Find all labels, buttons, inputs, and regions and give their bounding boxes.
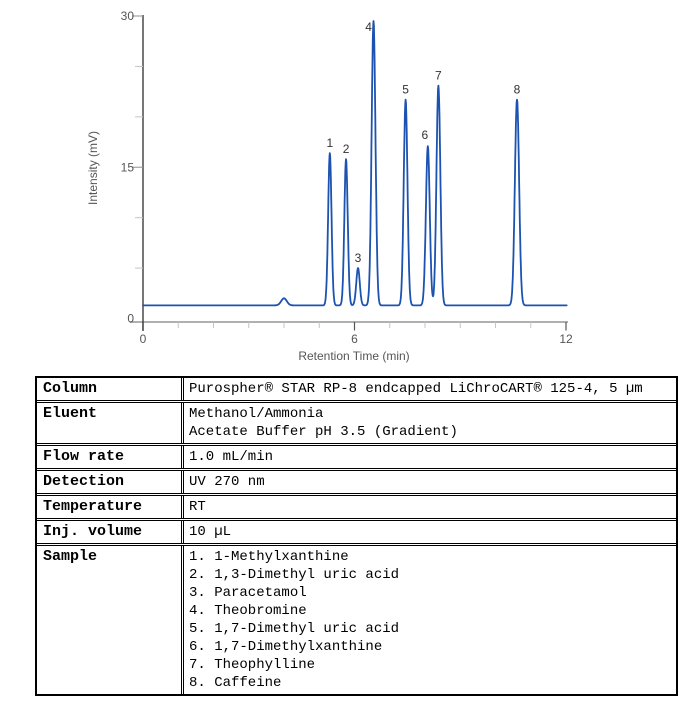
table-row: Detection UV 270 nm — [37, 471, 676, 496]
value-line: 3. Paracetamol — [189, 585, 307, 601]
row-label: Temperature — [43, 498, 143, 515]
row-label: Inj. volume — [43, 523, 143, 540]
table-row: Inj. volume 10 µL — [37, 521, 676, 546]
value-line: 4. Theobromine — [189, 603, 307, 619]
row-value: Purospher® STAR RP-8 endcapped LiChroCAR… — [181, 378, 676, 400]
row-value: Methanol/Ammonia Acetate Buffer pH 3.5 (G… — [181, 403, 676, 443]
peak-label-6: 6 — [421, 128, 428, 142]
row-value: RT — [181, 496, 676, 518]
value-line: RT — [189, 499, 206, 515]
row-label: Eluent — [43, 405, 98, 422]
peak-label-7: 7 — [435, 69, 442, 83]
row-label: Flow rate — [43, 448, 125, 465]
peak-label-5: 5 — [402, 83, 409, 97]
x-tick-label: 12 — [559, 332, 573, 346]
table-row: Column Purospher® STAR RP-8 endcapped LiC… — [37, 378, 676, 403]
row-value: 1.0 mL/min — [181, 446, 676, 468]
value-line: Purospher® STAR RP-8 endcapped LiChroCAR… — [189, 381, 643, 397]
x-tick-label: 6 — [351, 332, 358, 346]
row-value: 10 µL — [181, 521, 676, 543]
chromatogram-chart-area: 0 6 12 0 15 30 Retention Time (min) Intensity (… — [86, 9, 573, 363]
value-line: 8. Caffeine — [189, 675, 282, 691]
table-row: Flow rate 1.0 mL/min — [37, 446, 676, 471]
peak-label-1: 1 — [326, 136, 333, 150]
value-line: 10 µL — [189, 524, 232, 540]
y-tick-label: 0 — [127, 312, 134, 326]
value-line: 7. Theophylline — [189, 657, 316, 673]
value-line: 1. 1-Methylxanthine — [189, 549, 349, 565]
peak-label-4: 4 — [365, 20, 372, 34]
row-value: UV 270 nm — [181, 471, 676, 493]
table-row: Temperature RT — [37, 496, 676, 521]
chromatogram-trace — [142, 20, 568, 307]
method-table: Column Purospher® STAR RP-8 endcapped LiC… — [35, 376, 678, 696]
value-line: UV 270 nm — [189, 474, 265, 490]
value-line: 2. 1,3-Dimethyl uric acid — [189, 567, 400, 583]
value-line: 6. 1,7-Dimethylxanthine — [189, 639, 383, 655]
x-tick-label: 0 — [140, 332, 147, 346]
x-axis-title: Retention Time (min) — [298, 349, 409, 363]
y-tick-label: 15 — [121, 160, 135, 174]
value-line: 5. 1,7-Dimethyl uric acid — [189, 621, 400, 637]
table-row: Sample 1. 1-Methylxanthine 2. 1,3-Dimethyl… — [37, 546, 676, 694]
peak-label-2: 2 — [343, 142, 350, 156]
value-line: Methanol/Ammonia — [189, 406, 324, 422]
row-label: Column — [43, 380, 98, 397]
row-label: Sample — [43, 548, 98, 565]
table-row: Eluent Methanol/Ammonia Acetate Buffer pH … — [37, 403, 676, 446]
peak-label-3: 3 — [355, 251, 362, 265]
y-axis-title: Intensity (mV) — [86, 131, 100, 205]
y-tick-label: 30 — [121, 9, 135, 23]
peak-label-8: 8 — [514, 83, 521, 97]
value-line: 1.0 mL/min — [189, 449, 274, 465]
row-value: 1. 1-Methylxanthine 2. 1,3-Dimethyl uric … — [181, 546, 676, 694]
value-line: Acetate Buffer pH 3.5 (Gradient) — [189, 424, 458, 440]
row-label: Detection — [43, 473, 125, 490]
